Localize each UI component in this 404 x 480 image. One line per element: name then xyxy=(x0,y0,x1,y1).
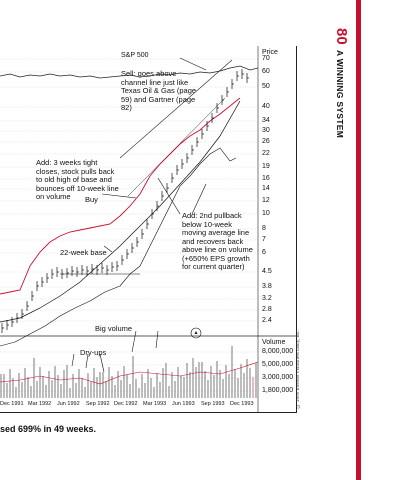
sell-annotation: Sell: goes above channel line just like … xyxy=(121,69,197,112)
volume-tick-label: 1,800,000 xyxy=(262,387,294,394)
price-tick-label: 26 xyxy=(262,138,270,145)
price-tick-label: 22 xyxy=(262,150,270,157)
price-tick-label: 3.2 xyxy=(262,295,272,302)
price-tick-label: 50 xyxy=(262,83,270,90)
sp500-line xyxy=(0,65,259,79)
price-tick-label: 40 xyxy=(262,103,270,110)
volume-tick-label: 5,000,000 xyxy=(262,361,294,368)
date-tick-label: Sep 1993 xyxy=(201,401,225,407)
price-tick-label: 7 xyxy=(262,236,266,243)
price-tick-label: 12 xyxy=(262,197,270,204)
volume-bars xyxy=(0,346,257,398)
date-tick-label: Jun 1993 xyxy=(172,401,195,407)
volume-axis-header: Volume xyxy=(262,339,286,346)
price-tick-label: 8 xyxy=(262,225,266,232)
red-margin-rule xyxy=(356,0,361,480)
add-second-annotation: Add: 2nd pullback below 10-week moving a… xyxy=(182,211,253,271)
price-tick-label: 10 xyxy=(262,210,270,217)
big-volume-annotation: Big volume xyxy=(95,324,133,333)
date-tick-label: Mar 1993 xyxy=(143,401,167,407)
highlight-circle xyxy=(190,327,202,339)
date-tick-label: Mar 1992 xyxy=(28,401,52,407)
date-tick-label: Dec 1992 xyxy=(114,401,138,407)
index-label: S&P 500 xyxy=(121,52,149,59)
stock-chart: S&P 500 Price 70 60 50 40 34 30 26 22 19 16 14 12 10… xyxy=(0,46,297,413)
price-axis-header: Price xyxy=(262,49,278,56)
relative-strength-line xyxy=(0,147,237,347)
ten-week-moving-average xyxy=(0,97,241,295)
dry-ups-annotation: Dry-ups xyxy=(80,348,107,357)
base-annotation: 22-week base xyxy=(60,248,107,257)
price-tick-label: 2.8 xyxy=(262,306,272,313)
add-first-annotation: Add: 3 weeks tight closes, stock pulls b… xyxy=(36,158,119,201)
long-moving-average xyxy=(0,100,241,323)
date-tick-label: Jun 1992 xyxy=(57,401,80,407)
price-tick-label: 19 xyxy=(262,163,270,170)
price-tick-label: 34 xyxy=(262,117,270,124)
date-tick-label: Dec 1991 xyxy=(0,401,24,407)
price-tick-label: 6 xyxy=(262,249,266,256)
copyright-notice: © 2000 Investor's Business Daily, Inc. xyxy=(296,330,301,408)
chart-canvas xyxy=(0,46,296,412)
buy-annotation: Buy xyxy=(85,195,98,204)
page-number: 80 xyxy=(333,28,350,45)
date-tick-label: Dec 1993 xyxy=(230,401,254,407)
price-tick-label: 60 xyxy=(262,68,270,75)
price-tick-label: 16 xyxy=(262,175,270,182)
date-tick-label: Sep 1992 xyxy=(86,401,110,407)
running-head: A WINNING SYSTEM xyxy=(335,50,345,139)
volume-tick-label: 3,000,000 xyxy=(262,374,294,381)
channel-line xyxy=(119,59,233,159)
price-tick-label: 4.5 xyxy=(262,268,272,275)
price-tick-label: 3.8 xyxy=(262,283,272,290)
figure-caption: sed 699% in 49 weeks. xyxy=(0,424,97,434)
price-tick-label: 14 xyxy=(262,185,270,192)
price-tick-label: 2.4 xyxy=(262,317,272,324)
volume-moving-average xyxy=(0,361,259,385)
price-bars xyxy=(1,69,249,333)
price-tick-label: 30 xyxy=(262,127,270,134)
volume-tick-label: 8,000,000 xyxy=(262,348,294,355)
price-tick-label: 70 xyxy=(262,55,270,62)
